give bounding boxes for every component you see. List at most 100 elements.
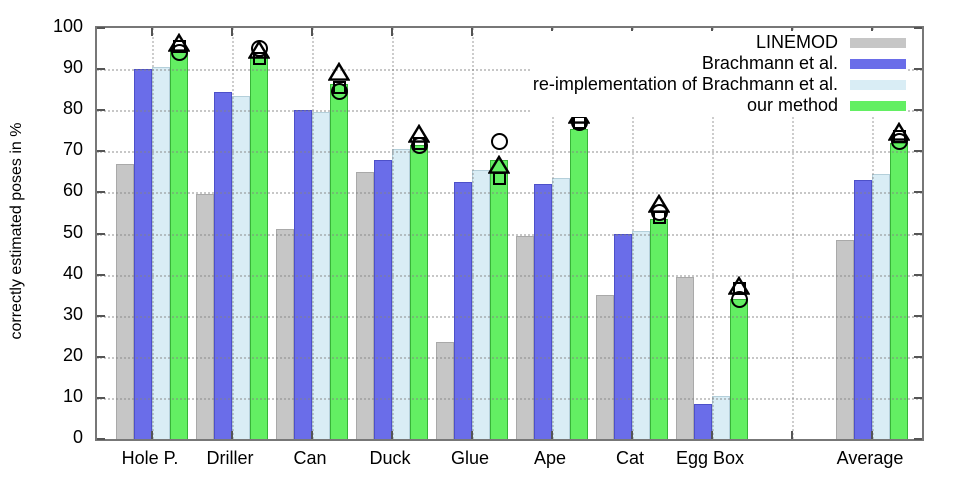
legend: LINEMOD Brachmann et al. re-implementation… (530, 31, 908, 117)
bar-brachmann-et-al (214, 91, 232, 439)
legend-label: LINEMOD (755, 32, 838, 52)
y-tick-mark (97, 355, 105, 358)
x-gridline (232, 28, 234, 439)
triangle-icon (887, 121, 911, 141)
y-tick-label: 70 (62, 139, 83, 160)
y-gridline (97, 192, 922, 195)
bar-linemod (196, 194, 214, 439)
legend-row: re-implementation of Brachmann et al. (533, 74, 906, 95)
x-tick-label: Egg Box (675, 448, 745, 468)
bar-our-method (410, 145, 428, 439)
triangle-marker (887, 121, 911, 146)
y-tick-mark (97, 232, 105, 235)
bar-linemod (356, 171, 374, 439)
legend-label: Brachmann et al. (701, 53, 838, 73)
y-gridline (97, 69, 922, 72)
y-tick-mark (97, 314, 105, 317)
bar-re-implementation-of-brachmann-et-al (312, 112, 330, 439)
x-gridline (392, 28, 394, 439)
x-gridline (712, 28, 714, 439)
y-tick-label: 30 (62, 303, 83, 324)
y-tick-mark (914, 191, 922, 194)
y-tick-mark (914, 68, 922, 71)
y-tick-label: 20 (62, 344, 83, 365)
x-gridline (632, 28, 634, 439)
circle-marker (170, 44, 188, 62)
y-gridline (97, 274, 922, 277)
bar-our-method (490, 159, 508, 439)
bar-brachmann-et-al (694, 404, 712, 439)
x-tick-mark (471, 431, 473, 439)
bar-re-implementation-of-brachmann-et-al (152, 67, 170, 439)
bar-brachmann-et-al (614, 233, 632, 439)
bar-linemod (276, 229, 294, 439)
x-tick-label: Can (293, 448, 327, 468)
x-tick-mark (791, 431, 793, 439)
y-gridline (97, 356, 922, 359)
y-tick-label: 100 (52, 16, 83, 36)
bar-brachmann-et-al (854, 180, 872, 439)
x-tick-mark (311, 431, 313, 439)
y-tick-mark (914, 438, 922, 440)
x-tick-mark (711, 431, 713, 439)
bar-re-implementation-of-brachmann-et-al (472, 169, 490, 439)
y-tick-mark (914, 109, 922, 112)
y-tick-mark (914, 27, 922, 29)
x-gridline (312, 28, 314, 439)
y-tick-mark (97, 150, 105, 153)
x-gridline (152, 28, 154, 439)
y-tick-mark (97, 27, 105, 29)
bar-our-method (890, 143, 908, 439)
bar-linemod (516, 235, 534, 439)
x-tick-label: Glue (450, 448, 490, 468)
y-tick-mark (914, 355, 922, 358)
y-tick-mark (97, 68, 105, 71)
triangle-marker (247, 39, 271, 64)
bar-our-method (570, 128, 588, 439)
y-tick-label: 60 (62, 180, 83, 201)
triangle-marker (407, 123, 431, 148)
triangle-icon (407, 123, 431, 143)
bar-brachmann-et-al (454, 182, 472, 439)
triangle-marker (647, 193, 671, 218)
bar-re-implementation-of-brachmann-et-al (872, 173, 890, 439)
x-tick-label: Ape (533, 448, 567, 468)
y-tick-mark (97, 109, 105, 112)
x-gridline (472, 28, 474, 439)
circle-marker (330, 83, 348, 101)
y-tick-label: 40 (62, 262, 83, 283)
circle-marker (410, 136, 428, 154)
y-tick-mark (97, 438, 105, 440)
x-tick-mark (231, 431, 233, 439)
bar-re-implementation-of-brachmann-et-al (712, 395, 730, 439)
circle-marker (730, 290, 748, 308)
y-tick-mark (97, 396, 105, 399)
x-tick-label: Hole P. (121, 448, 179, 468)
y-tick-mark (97, 273, 105, 276)
x-tick-label: Average (836, 448, 904, 468)
bar-our-method (330, 83, 348, 439)
x-tick-mark (391, 431, 393, 439)
bar-our-method (250, 56, 268, 439)
y-gridline (97, 233, 922, 236)
y-tick-mark (914, 273, 922, 276)
legend-row: Brachmann et al. (533, 53, 906, 74)
triangle-icon (487, 154, 511, 174)
bar-linemod (836, 239, 854, 439)
y-tick-mark (97, 191, 105, 194)
bar-re-implementation-of-brachmann-et-al (392, 149, 410, 439)
y-tick-label: 90 (62, 57, 83, 78)
bar-re-implementation-of-brachmann-et-al (232, 95, 250, 439)
x-tick-mark (231, 28, 233, 36)
triangle-marker (167, 33, 191, 57)
x-gridline (552, 28, 554, 439)
legend-row: our method (533, 95, 906, 116)
bar-re-implementation-of-brachmann-et-al (632, 231, 650, 439)
x-tick-label: Driller (206, 448, 254, 468)
x-tick-mark (391, 28, 393, 36)
legend-swatch (850, 58, 906, 69)
x-tick-mark (871, 431, 873, 439)
triangle-icon (167, 33, 191, 53)
triangle-icon (327, 61, 351, 82)
triangle-icon (247, 39, 271, 59)
